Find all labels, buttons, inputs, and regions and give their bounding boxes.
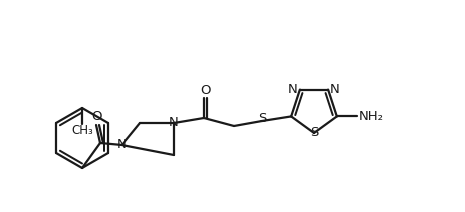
Text: NH₂: NH₂ [359, 110, 383, 123]
Text: O: O [200, 84, 210, 96]
Text: CH₃: CH₃ [71, 124, 93, 137]
Text: N: N [288, 83, 298, 96]
Text: N: N [117, 138, 127, 152]
Text: S: S [258, 113, 266, 126]
Text: N: N [169, 117, 179, 130]
Text: S: S [310, 126, 318, 138]
Text: O: O [91, 110, 101, 124]
Text: N: N [330, 83, 340, 96]
